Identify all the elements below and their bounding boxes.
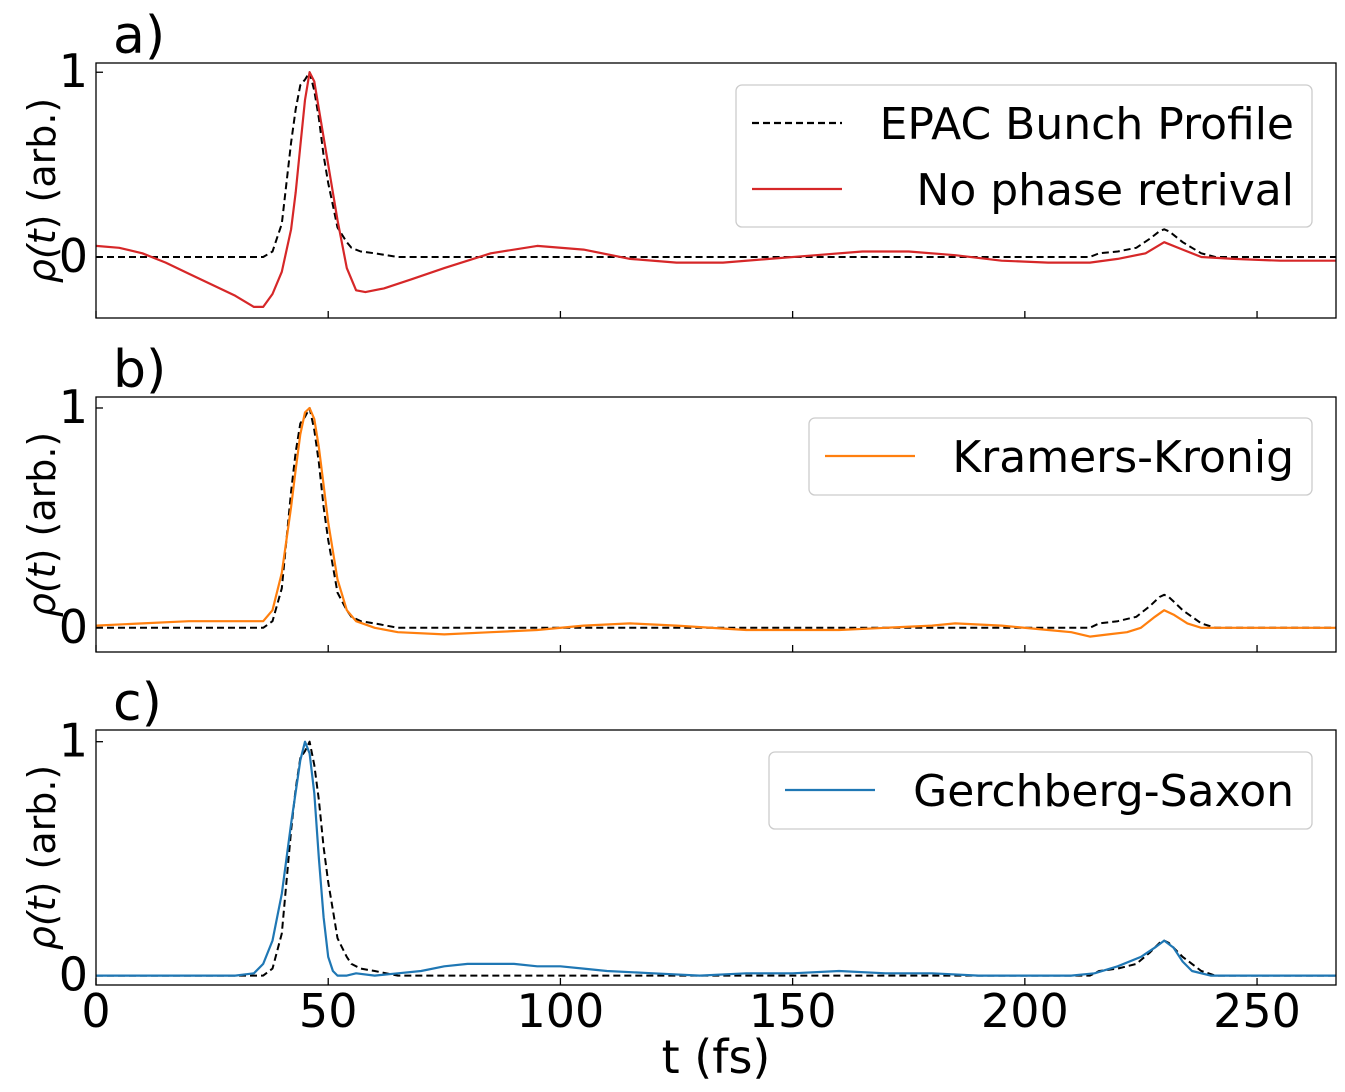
y-tick-label: 1 bbox=[59, 380, 88, 434]
legend-box bbox=[808, 417, 1313, 496]
y-tick-label: 1 bbox=[59, 714, 88, 768]
panel-label: a) bbox=[113, 6, 165, 66]
y-tick-label: 0 bbox=[59, 229, 88, 283]
retrieval-line bbox=[95, 406, 1336, 638]
x-tick-label: 250 bbox=[1213, 984, 1301, 1038]
plot-frame bbox=[95, 62, 1337, 319]
legend: EPAC Bunch Profile No phase retrival bbox=[735, 84, 1313, 228]
y-tick-label: 0 bbox=[59, 948, 88, 1002]
y-axis-label-suffix: ) (arb.) bbox=[20, 432, 64, 564]
x-tick-label: 100 bbox=[517, 984, 605, 1038]
panel-2: 0 1 b) ρ(t) (arb.) Kramers-Kronig bbox=[20, 340, 1337, 654]
y-axis-label: ρ(t) (arb.) bbox=[20, 432, 64, 618]
y-tick-label: 0 bbox=[59, 600, 88, 654]
legend-label: EPAC Bunch Profile bbox=[880, 99, 1294, 150]
y-axis-label-prefix: ρ( bbox=[20, 576, 64, 617]
x-tick-label: 200 bbox=[981, 984, 1069, 1038]
bunch-profile-line bbox=[96, 71, 1336, 258]
legend: Kramers-Kronig bbox=[808, 417, 1313, 496]
panel-3: 0 1 c) ρ(t) (arb.) Gerchberg-Saxon 0 50 100 150 2… bbox=[20, 673, 1337, 1084]
y-axis-label-suffix: ) (arb.) bbox=[20, 765, 64, 897]
legend-label: No phase retrival bbox=[916, 165, 1294, 216]
legend-label: Kramers-Kronig bbox=[952, 432, 1294, 483]
y-axis-label-var: t bbox=[20, 561, 64, 578]
x-axis-label: t (fs) bbox=[662, 1030, 771, 1084]
panel-label: b) bbox=[113, 340, 166, 400]
x-tick-label: 50 bbox=[299, 984, 358, 1038]
y-axis-label-suffix: ) (arb.) bbox=[20, 98, 64, 230]
plot-frame bbox=[95, 729, 1337, 986]
y-axis-label-var: t bbox=[20, 227, 64, 244]
y-axis-label: ρ(t) (arb.) bbox=[20, 98, 64, 284]
legend: Gerchberg-Saxon bbox=[768, 751, 1313, 830]
y-tick-label: 1 bbox=[59, 44, 88, 98]
x-tick-label: 0 bbox=[81, 984, 110, 1038]
legend-label: Gerchberg-Saxon bbox=[913, 766, 1294, 817]
plot-frame bbox=[95, 396, 1337, 653]
bunch-profile-line bbox=[96, 407, 1336, 629]
y-axis-label-var: t bbox=[20, 894, 64, 911]
panel-1: 0 1 a) ρ(t) (arb.) EPAC Bunch Profile No phas… bbox=[20, 6, 1337, 319]
panel-label: c) bbox=[113, 673, 162, 733]
retrieval-line bbox=[95, 71, 1336, 308]
legend-box bbox=[735, 84, 1313, 228]
y-axis-label-prefix: ρ( bbox=[20, 242, 64, 283]
retrieval-line bbox=[96, 740, 1336, 977]
legend-box bbox=[768, 751, 1313, 830]
x-tick-label: 150 bbox=[749, 984, 837, 1038]
y-axis-label-prefix: ρ( bbox=[20, 909, 64, 950]
y-axis-label: ρ(t) (arb.) bbox=[20, 765, 64, 951]
